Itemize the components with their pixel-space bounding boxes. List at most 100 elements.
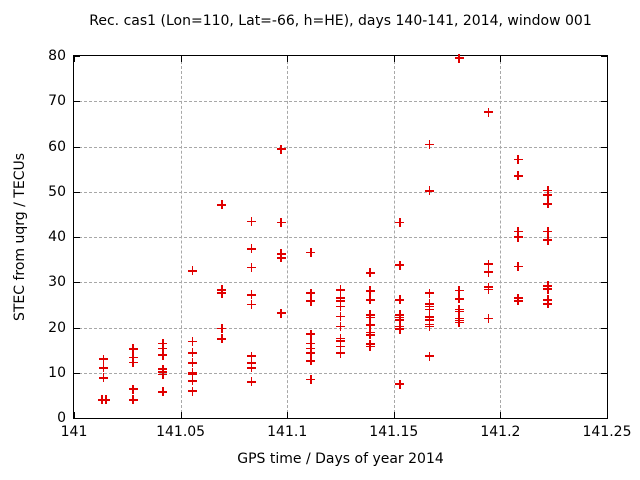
- data-point: [306, 343, 316, 353]
- data-point: [158, 338, 168, 348]
- data-point: [276, 218, 286, 228]
- x-tick-label: 141.2: [480, 424, 521, 440]
- data-point: [543, 185, 553, 195]
- data-point: [395, 324, 405, 334]
- plot-area: [73, 53, 608, 419]
- data-point: [336, 285, 345, 295]
- plus-marker-vbar: [191, 348, 194, 358]
- x-tick-mark: [393, 412, 395, 418]
- plus-marker-vbar: [517, 232, 519, 242]
- data-point: [247, 299, 257, 309]
- plus-marker-vbar: [546, 199, 549, 209]
- plus-marker-vbar: [250, 358, 253, 368]
- y-tick-mark: [601, 282, 607, 284]
- plus-marker-vbar: [250, 351, 253, 361]
- data-point: [336, 348, 345, 358]
- y-tick-label: 40: [48, 229, 66, 245]
- plus-marker-vbar: [369, 330, 371, 340]
- plus-marker-vbar: [517, 227, 519, 237]
- plus-marker-vbar: [310, 288, 312, 298]
- y-gridline: [74, 237, 607, 238]
- plus-marker-vbar: [221, 200, 223, 210]
- data-point: [336, 302, 345, 312]
- data-point: [483, 267, 493, 277]
- plus-marker-vbar: [162, 350, 164, 360]
- plus-marker-vbar: [369, 313, 371, 323]
- x-tick-mark: [74, 412, 75, 418]
- data-point: [247, 217, 257, 227]
- data-point: [513, 296, 523, 306]
- plus-marker-vbar: [132, 384, 135, 394]
- plus-marker-vbar: [369, 320, 371, 330]
- data-point: [365, 330, 375, 340]
- plus-marker-vbar: [369, 268, 371, 278]
- plus-marker-vbar: [546, 299, 549, 309]
- plus-marker-vbar: [487, 259, 490, 269]
- plus-marker-vbar: [221, 323, 223, 333]
- x-tick-mark: [500, 412, 502, 418]
- data-point: [424, 351, 434, 361]
- data-point: [336, 322, 345, 332]
- data-point: [543, 199, 553, 209]
- data-point: [483, 259, 493, 269]
- data-point: [247, 363, 257, 373]
- plus-marker-vbar: [280, 308, 282, 318]
- data-point: [424, 322, 434, 332]
- plus-marker-vbar: [310, 329, 312, 339]
- data-point: [247, 262, 257, 272]
- plus-marker-vbar: [339, 342, 342, 351]
- y-tick-label: 20: [48, 319, 66, 336]
- data-point: [158, 370, 168, 380]
- data-point: [454, 307, 464, 317]
- plus-marker-vbar: [428, 322, 431, 332]
- plus-marker-vbar: [428, 315, 431, 325]
- plus-marker-vbar: [369, 286, 371, 296]
- data-point: [513, 155, 523, 165]
- plus-marker-vbar: [428, 304, 431, 314]
- y-tick-mark: [74, 372, 80, 374]
- y-tick-mark: [74, 56, 80, 57]
- y-gridline: [74, 146, 607, 148]
- plus-marker-vbar: [310, 348, 312, 358]
- y-tick-mark: [601, 327, 607, 329]
- plus-marker-vbar: [132, 357, 135, 367]
- plus-marker-vbar: [546, 185, 549, 195]
- plus-marker-vbar: [458, 307, 460, 317]
- data-point: [336, 312, 345, 322]
- data-point: [306, 296, 316, 306]
- plus-marker-vbar: [546, 227, 549, 237]
- plus-marker-vbar: [105, 395, 107, 405]
- plus-marker-vbar: [458, 53, 460, 63]
- data-point: [513, 232, 523, 242]
- plus-marker-vbar: [458, 294, 460, 304]
- plus-marker-vbar: [369, 295, 371, 305]
- data-point: [276, 253, 286, 263]
- data-point: [336, 342, 345, 351]
- chart-title: Rec. cas1 (Lon=110, Lat=-66, h=HE), days…: [89, 13, 592, 29]
- plus-marker-vbar: [162, 387, 164, 397]
- plus-marker-vbar: [250, 299, 253, 309]
- data-point: [247, 244, 257, 254]
- x-tick-label: 141.25: [582, 424, 632, 440]
- plus-marker-vbar: [102, 373, 105, 383]
- data-point: [365, 342, 375, 351]
- plus-marker-vbar: [250, 290, 253, 300]
- plus-marker-vbar: [546, 235, 549, 245]
- y-gridline: [74, 101, 607, 103]
- data-point: [454, 318, 464, 328]
- y-tick-mark: [74, 237, 80, 238]
- y-tick-label: 80: [48, 48, 66, 64]
- x-gridline: [180, 56, 182, 418]
- plus-marker-vbar: [398, 260, 401, 270]
- data-point: [424, 288, 434, 298]
- plus-marker-vbar: [250, 217, 253, 227]
- y-gridline: [74, 372, 607, 374]
- x-tick-mark: [500, 56, 502, 62]
- y-tick-label: 50: [48, 183, 66, 200]
- y-tick-mark: [74, 327, 80, 329]
- data-point: [395, 295, 405, 305]
- data-point: [336, 296, 345, 306]
- data-point: [158, 350, 168, 360]
- data-point: [483, 284, 493, 294]
- x-tick-mark: [287, 412, 289, 418]
